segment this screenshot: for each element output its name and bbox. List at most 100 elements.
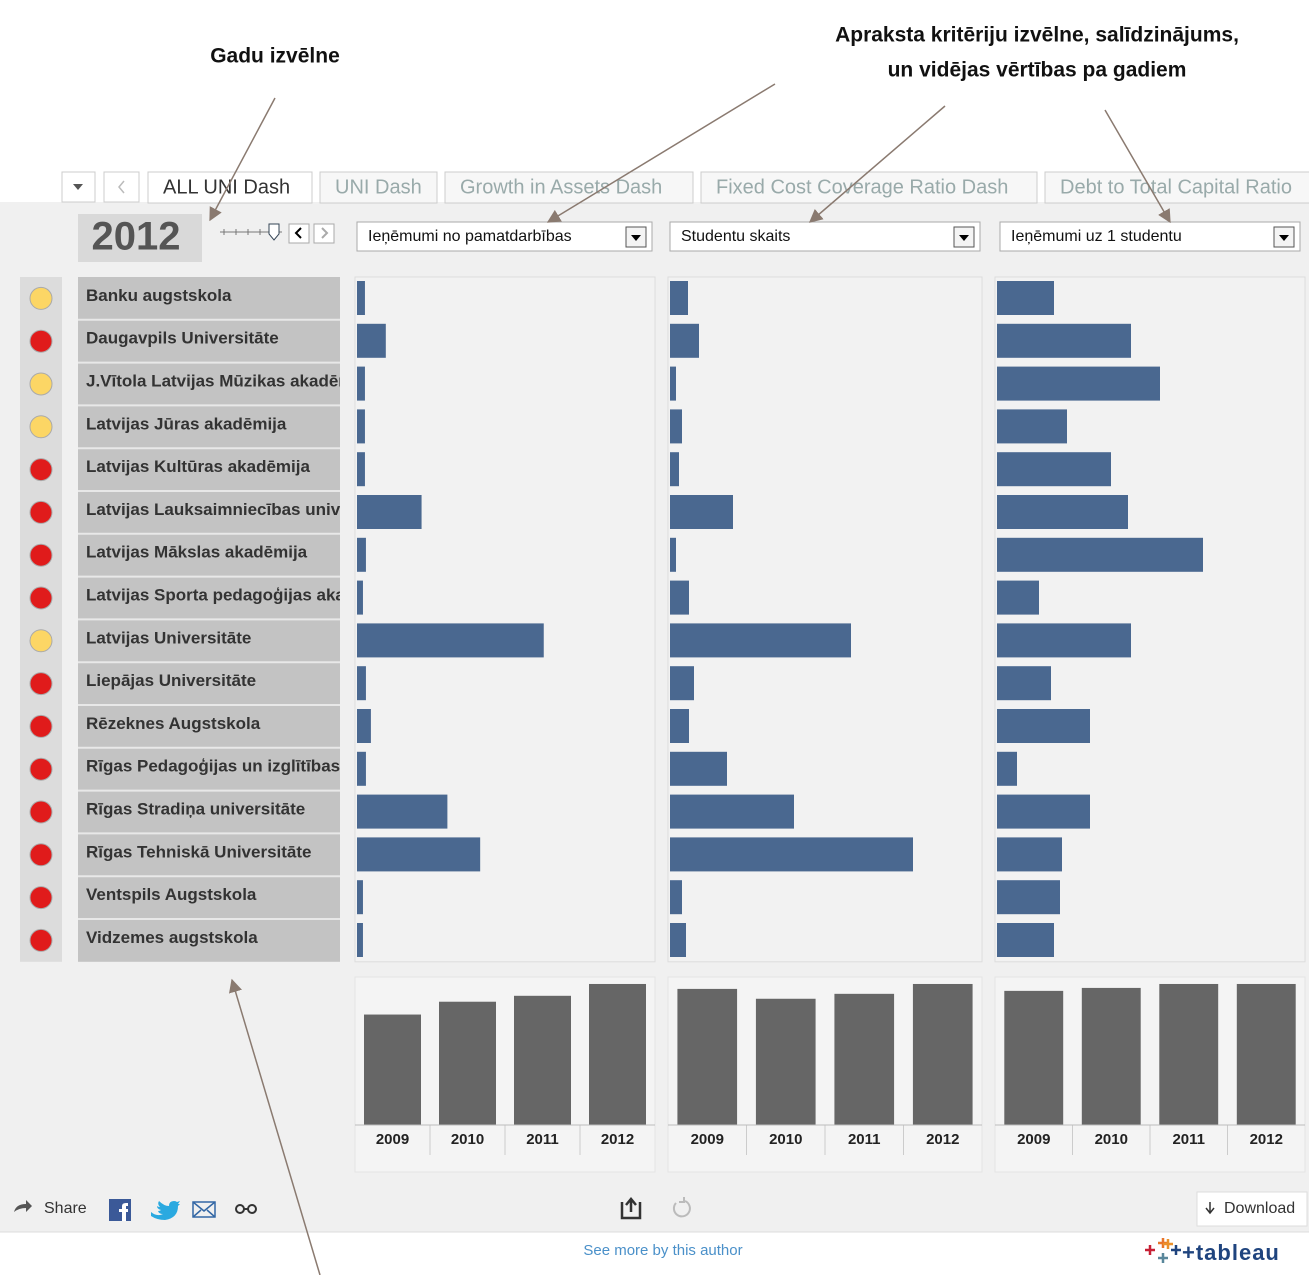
bar [357, 751, 366, 786]
university-name: Rīgas Pedagoģijas un izglītības vadības … [86, 757, 496, 776]
year-axis-label: 2009 [1017, 1131, 1050, 1148]
status-dot [29, 672, 53, 696]
university-name: Rēzeknes Augstskola [86, 714, 261, 733]
university-name: Daugavpils Universitāte [86, 329, 279, 348]
annotation: Apraksta kritēriju izvēlne, salīdzinājum… [835, 24, 1239, 47]
year-step-button[interactable] [288, 223, 310, 244]
university-name: Latvijas Mākslas akadēmija [86, 543, 308, 562]
year-axis-label: 2011 [1172, 1131, 1205, 1148]
bar [670, 794, 794, 829]
download-button[interactable] [1196, 1191, 1308, 1227]
icon [294, 227, 302, 239]
bar [670, 623, 851, 658]
tab[interactable] [444, 171, 694, 204]
twitter-icon[interactable] [151, 1201, 180, 1220]
tab-label: Growth in Assets Dash [460, 176, 662, 198]
slider-thumb[interactable] [268, 223, 280, 241]
university-name: J.Vītola Latvijas Mūzikas akadēmija [86, 371, 373, 390]
bar [670, 709, 689, 743]
dropdown[interactable] [999, 221, 1301, 252]
dropdown-label: Ieņēmumi no pamatdarbības [368, 228, 572, 245]
bar [997, 580, 1039, 615]
tab[interactable] [147, 171, 313, 204]
year-axis-label: 2012 [926, 1131, 959, 1148]
tab[interactable] [319, 171, 438, 204]
tab[interactable] [1044, 171, 1309, 204]
university-name: Latvijas Universitāte [86, 628, 251, 647]
logo-text[interactable]: +tableau [1182, 1240, 1280, 1265]
bar [670, 281, 688, 315]
tab-prev-button[interactable] [103, 171, 140, 203]
bar [997, 880, 1060, 915]
bar [357, 837, 481, 872]
university-name: Latvijas Kultūras akadēmija [86, 457, 310, 476]
link-icon[interactable] [235, 1204, 258, 1214]
bar [670, 366, 676, 401]
tabs: ALL UNI Dash UNI Dash Growth in Assets Das… [147, 171, 1309, 204]
export-icon[interactable] [620, 1197, 642, 1220]
icon [631, 235, 641, 241]
year-step-button[interactable] [313, 223, 335, 244]
dropdown[interactable] [356, 221, 653, 252]
yearly-bar [364, 1014, 421, 1125]
status-dot [29, 800, 53, 824]
logo-cross [1163, 1239, 1173, 1249]
bar [997, 623, 1131, 658]
bar [997, 452, 1111, 487]
icon [73, 184, 83, 190]
bar [357, 366, 365, 401]
download-label[interactable]: Download [1224, 1200, 1295, 1217]
bar [357, 580, 363, 615]
year-label: 2012 [92, 215, 181, 259]
status-dot [29, 286, 53, 310]
yearly-bar [912, 983, 973, 1125]
bar [357, 537, 366, 572]
yearly-bar [1236, 983, 1296, 1125]
bar [670, 880, 682, 915]
names: Banku augstskola Daugavpils Universitāte J… [86, 286, 496, 947]
bar [670, 837, 913, 872]
tab-label: Fixed Cost Coverage Ratio Dash [716, 176, 1008, 198]
year-axis-label: 2009 [376, 1131, 409, 1148]
share-label[interactable]: Share [44, 1200, 87, 1217]
email-icon[interactable] [192, 1201, 216, 1218]
bar [357, 323, 386, 358]
logo-cross [1171, 1245, 1181, 1255]
yearly-bar [514, 995, 571, 1125]
yearly-bar [834, 993, 895, 1125]
university-name: Latvijas Lauksaimniecības universitāte [86, 500, 401, 519]
author-link[interactable]: See more by this author [583, 1242, 742, 1259]
share-icon[interactable] [14, 1200, 32, 1212]
status-dot [29, 928, 53, 952]
status-dot [29, 415, 53, 439]
bar [357, 281, 365, 315]
dropdown[interactable] [669, 221, 981, 252]
dropdown-label: Ieņēmumi uz 1 studentu [1011, 228, 1182, 245]
revert-icon[interactable] [672, 1197, 691, 1218]
status-dot [29, 372, 53, 396]
logo-cross [1158, 1253, 1168, 1263]
bar [997, 709, 1090, 743]
university-name: Banku augstskola [86, 286, 232, 305]
university-name: Vidzemes augstskola [86, 928, 258, 947]
bar [670, 537, 676, 572]
university-name: Liepājas Universitāte [86, 671, 256, 690]
icon [321, 227, 329, 239]
icon [119, 1203, 128, 1221]
yearly-bar [755, 998, 816, 1125]
year-slider[interactable] [220, 229, 282, 235]
bar [670, 751, 727, 786]
yearly-bar [1004, 990, 1064, 1125]
status-dot [29, 886, 53, 910]
icon [118, 180, 125, 194]
bar [997, 923, 1054, 957]
bar [357, 623, 544, 658]
bar [997, 537, 1203, 572]
year-axis-label: 2009 [691, 1131, 724, 1148]
bar [357, 495, 422, 529]
bar [357, 880, 363, 915]
bar [997, 666, 1051, 701]
bar [997, 323, 1131, 358]
icon [192, 1201, 216, 1218]
year-axis-label: 2011 [526, 1131, 559, 1148]
